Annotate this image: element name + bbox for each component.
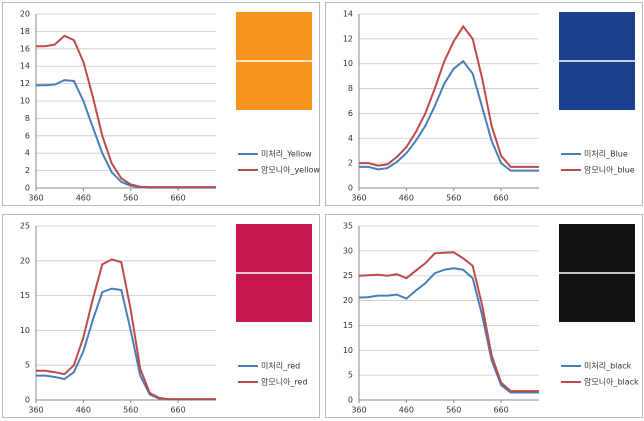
legend-label: 미처리_black	[584, 362, 632, 371]
y-tick-label: 15	[343, 321, 353, 330]
y-tick-label: 0	[25, 184, 30, 193]
x-tick-label: 360	[351, 194, 366, 203]
y-tick-label: 14	[20, 62, 30, 71]
y-tick-label: 8	[25, 114, 30, 123]
y-tick-label: 30	[343, 246, 353, 255]
y-tick-label: 20	[343, 296, 353, 305]
y-tick-label: 4	[25, 149, 30, 158]
legend-label: 암모니아_yellow	[261, 165, 320, 175]
y-tick-label: 10	[20, 97, 30, 106]
y-tick-label: 25	[343, 271, 353, 280]
x-tick-label: 460	[399, 194, 414, 203]
x-tick-label: 660	[493, 194, 508, 203]
x-tick-label: 460	[76, 406, 91, 415]
y-tick-label: 25	[20, 222, 30, 231]
y-tick-label: 20	[20, 10, 30, 19]
x-tick-label: 360	[28, 194, 43, 203]
x-tick-label: 560	[446, 194, 461, 203]
y-tick-label: 0	[348, 184, 353, 193]
legend-label: 암모니아_red	[261, 377, 308, 387]
y-tick-label: 5	[25, 361, 30, 370]
chart-panel: 0 2 4 6 8 10 12 14 16 18 20 360 460 560 660 미처리_Yellow 암…	[3, 3, 321, 206]
y-tick-label: 10	[343, 346, 353, 355]
x-tick-label: 460	[76, 194, 91, 203]
x-tick-label: 560	[446, 406, 461, 415]
legend-label: 미처리_red	[261, 362, 300, 371]
chart-panel: 0 2 4 6 8 10 12 14 360 460 560 660 미처리_Blue 암모니아_blue	[326, 3, 643, 206]
y-tick-label: 14	[343, 10, 353, 19]
x-tick-label: 560	[123, 194, 138, 203]
legend-label: 암모니아_blue	[584, 165, 635, 175]
y-tick-label: 16	[20, 44, 30, 53]
y-tick-label: 8	[348, 84, 353, 93]
x-tick-label: 660	[493, 406, 508, 415]
y-tick-label: 10	[20, 326, 30, 335]
chart-grid: 02468101214161820360460560660미처리_Yellow암…	[0, 0, 644, 421]
y-tick-label: 12	[343, 34, 353, 43]
y-tick-label: 12	[20, 79, 30, 88]
legend-label: 미처리_Yellow	[261, 150, 312, 159]
y-tick-label: 2	[25, 166, 30, 175]
x-tick-label: 360	[28, 406, 43, 415]
y-tick-label: 18	[20, 27, 30, 36]
y-tick-label: 5	[348, 371, 353, 380]
x-tick-label: 360	[351, 406, 366, 415]
chart-panel: 0 5 10 15 20 25 360 460 560 660 미처리_red 암모니아_red	[3, 215, 320, 418]
y-tick-label: 20	[20, 256, 30, 265]
y-tick-label: 0	[348, 396, 353, 405]
y-tick-label: 10	[343, 59, 353, 68]
x-tick-label: 560	[123, 406, 138, 415]
y-tick-label: 35	[343, 222, 353, 231]
y-tick-label: 0	[25, 396, 30, 405]
y-tick-label: 15	[20, 291, 30, 300]
x-tick-label: 660	[170, 406, 185, 415]
y-tick-label: 4	[348, 134, 353, 143]
legend-label: 암모니아_black	[584, 377, 639, 387]
y-tick-label: 6	[348, 109, 353, 118]
legend-label: 미처리_Blue	[584, 150, 628, 159]
x-tick-label: 460	[399, 406, 414, 415]
y-tick-label: 2	[348, 159, 353, 168]
y-tick-label: 6	[25, 131, 30, 140]
chart-panel: 0 5 10 15 20 25 30 35 360 460 560 660 미처리_black 암모니아_…	[326, 215, 643, 418]
x-tick-label: 660	[170, 194, 185, 203]
